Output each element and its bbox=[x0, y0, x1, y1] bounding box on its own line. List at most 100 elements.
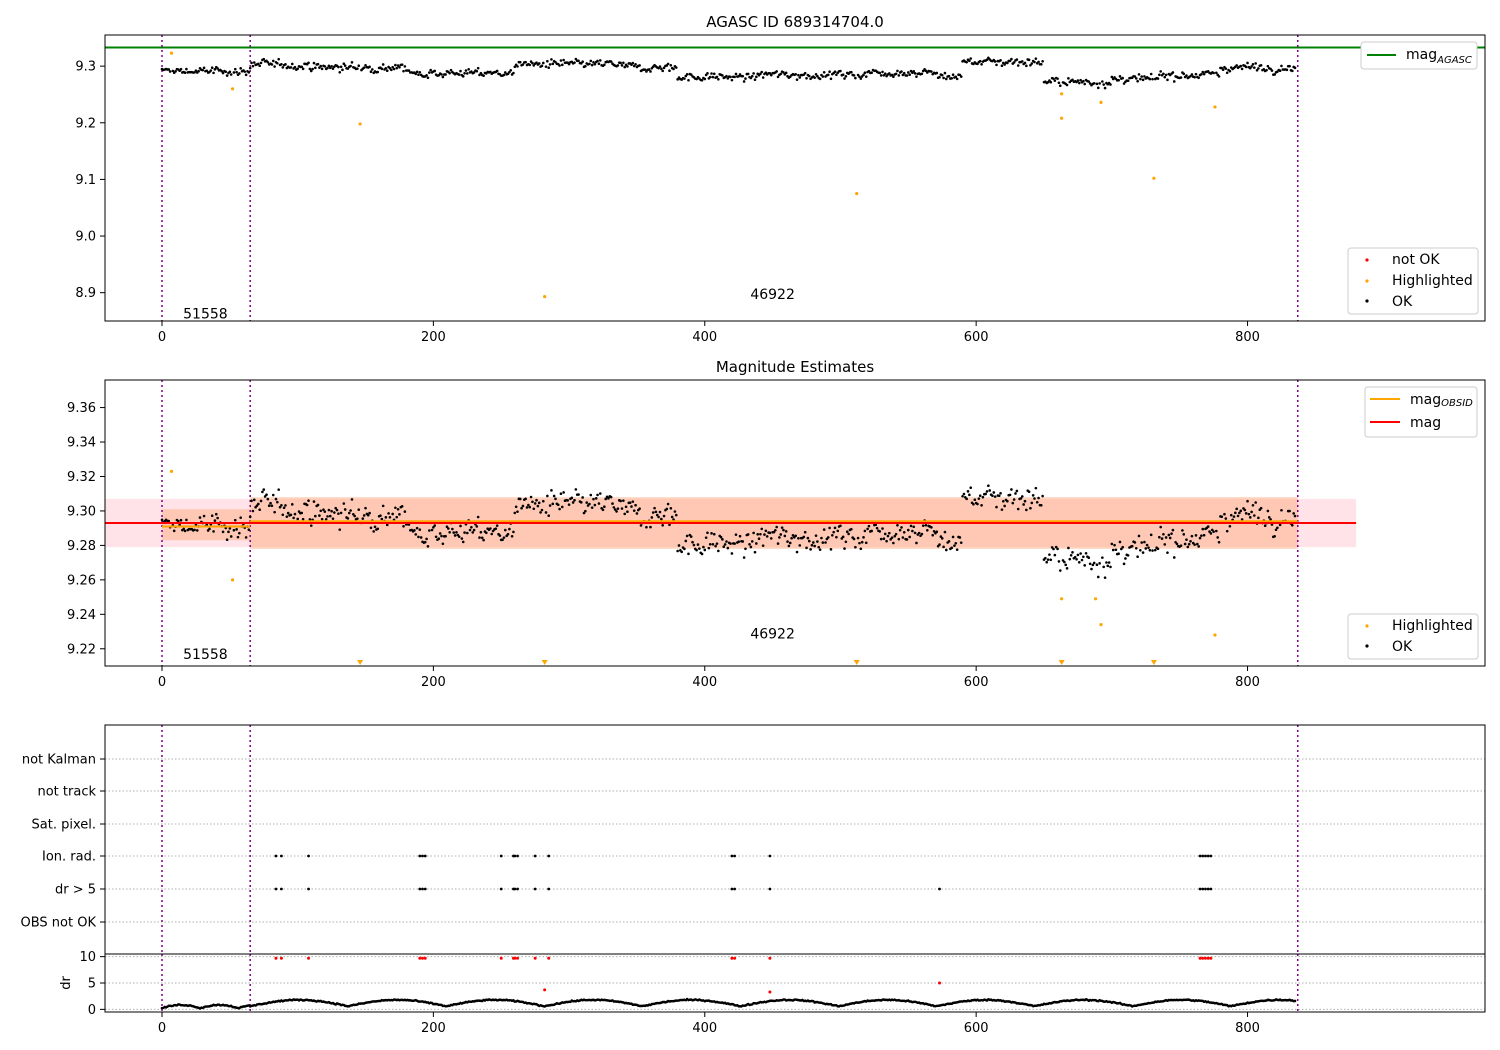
ok-point bbox=[1025, 508, 1028, 512]
ok-point bbox=[202, 66, 206, 70]
ok-point bbox=[1095, 563, 1099, 567]
ok-point bbox=[1077, 81, 1081, 85]
flag-point bbox=[1198, 854, 1202, 858]
ok-point bbox=[441, 75, 445, 79]
ok-point bbox=[702, 545, 705, 549]
ok-point bbox=[597, 62, 601, 66]
ok-point bbox=[596, 493, 599, 497]
ok-point bbox=[346, 67, 350, 70]
x-tick-label: 400 bbox=[692, 330, 717, 345]
ok-point bbox=[783, 534, 787, 538]
ok-point bbox=[798, 544, 802, 547]
ok-point bbox=[305, 503, 309, 507]
ok-point bbox=[1197, 545, 1200, 548]
ok-point bbox=[908, 73, 911, 76]
ok-point bbox=[308, 518, 312, 521]
dr-flagged-point bbox=[516, 956, 520, 960]
ok-point bbox=[631, 61, 635, 65]
ok-point bbox=[752, 72, 755, 75]
ok-point bbox=[232, 71, 236, 74]
ok-point bbox=[320, 67, 324, 71]
ok-point bbox=[551, 502, 555, 506]
ok-point bbox=[649, 525, 652, 529]
ok-point bbox=[455, 531, 458, 534]
dr-flagged-point bbox=[543, 988, 547, 992]
ok-point bbox=[1076, 553, 1080, 557]
y-tick-label: 9.32 bbox=[67, 470, 96, 485]
ok-point bbox=[244, 73, 248, 77]
ok-point bbox=[259, 499, 263, 503]
ok-point bbox=[717, 77, 720, 81]
ok-point bbox=[734, 533, 738, 536]
ok-point bbox=[1053, 553, 1057, 557]
ok-point bbox=[594, 497, 598, 500]
ok-point bbox=[788, 541, 792, 545]
ok-point bbox=[342, 502, 346, 505]
ok-point bbox=[976, 502, 979, 506]
ok-point bbox=[247, 71, 251, 74]
ok-point bbox=[466, 72, 469, 75]
ok-point bbox=[1148, 548, 1152, 552]
ok-point bbox=[400, 505, 404, 508]
ok-point bbox=[387, 512, 390, 515]
ok-point bbox=[818, 77, 822, 81]
ok-point bbox=[1103, 86, 1107, 90]
ok-point bbox=[471, 531, 475, 534]
ok-point bbox=[402, 69, 405, 73]
ok-point bbox=[214, 512, 218, 516]
ok-point bbox=[603, 505, 606, 509]
ok-point bbox=[756, 533, 759, 536]
flag-point bbox=[280, 854, 283, 858]
ok-point bbox=[1044, 556, 1047, 560]
ok-point bbox=[1164, 536, 1168, 539]
x-tick-label: 0 bbox=[158, 330, 166, 345]
ok-point bbox=[319, 509, 323, 513]
ok-point bbox=[265, 493, 268, 497]
ok-point bbox=[544, 511, 548, 514]
dr-panel: 0 200 400 600 800 0 5 10 dr bbox=[59, 950, 1485, 1036]
ok-point bbox=[513, 511, 517, 515]
ok-point bbox=[684, 539, 688, 543]
ok-point bbox=[1130, 544, 1134, 548]
ok-point bbox=[902, 530, 906, 534]
ok-point bbox=[1224, 517, 1228, 520]
ok-point bbox=[607, 497, 610, 500]
ok-point bbox=[843, 547, 846, 550]
ok-point bbox=[1033, 60, 1036, 64]
ok-point bbox=[635, 512, 639, 515]
x-tick-label: 800 bbox=[1235, 675, 1260, 690]
ok-point bbox=[911, 529, 914, 533]
ok-point bbox=[532, 507, 536, 511]
ok-point bbox=[208, 527, 211, 531]
ok-point bbox=[1144, 547, 1148, 550]
ok-point bbox=[1025, 64, 1028, 68]
ok-point bbox=[307, 499, 310, 502]
ok-point bbox=[1280, 508, 1283, 512]
ok-point bbox=[403, 65, 407, 68]
dr-flagged-point bbox=[1201, 956, 1205, 960]
dr-flagged-point bbox=[421, 956, 425, 960]
ok-point bbox=[350, 61, 354, 64]
ok-point bbox=[658, 65, 662, 68]
ok-point bbox=[567, 503, 571, 506]
ok-point bbox=[334, 506, 337, 510]
ok-point bbox=[917, 531, 921, 535]
ok-point bbox=[589, 493, 593, 497]
legend-label-ok: OK bbox=[1392, 294, 1413, 310]
ok-point bbox=[931, 533, 935, 537]
ok-point bbox=[267, 504, 271, 508]
ok-point bbox=[1020, 495, 1024, 498]
flag-point bbox=[307, 887, 310, 891]
ok-point bbox=[1045, 560, 1049, 564]
ok-point bbox=[1120, 547, 1123, 551]
ok-point bbox=[968, 493, 971, 497]
flag-point bbox=[513, 887, 517, 891]
ok-point bbox=[882, 537, 886, 541]
ok-point bbox=[803, 71, 807, 75]
ok-point bbox=[1185, 74, 1188, 77]
ok-point bbox=[706, 72, 709, 75]
magnitude-panel: Magnitude Estimates 51558 46922 0 200 400 600… bbox=[67, 358, 1486, 690]
ok-point bbox=[619, 499, 622, 503]
ok-point bbox=[1217, 75, 1221, 78]
ok-point bbox=[1159, 525, 1162, 529]
